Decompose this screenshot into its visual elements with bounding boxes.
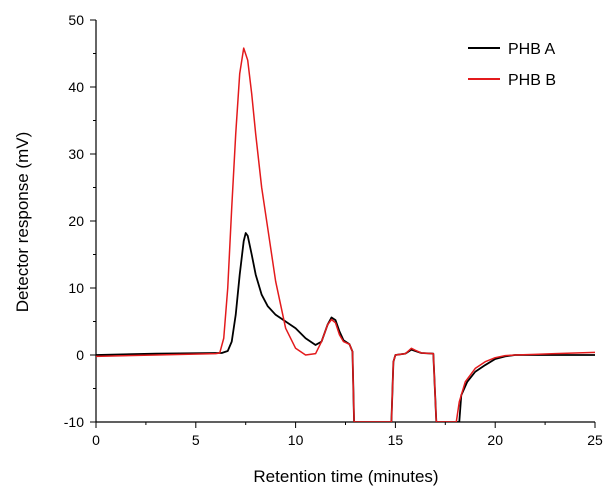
y-tick-label: 50	[68, 12, 84, 28]
x-tick-label: 5	[192, 432, 200, 448]
series-line-phb-b	[96, 47, 595, 422]
x-tick-label: 0	[92, 432, 100, 448]
y-tick-label: 10	[68, 280, 84, 296]
y-tick-label: 30	[68, 146, 84, 162]
legend-label-phb-a: PHB A	[508, 41, 555, 58]
y-tick-label: 20	[68, 213, 84, 229]
x-axis: 0 5 10 15 20 25	[92, 421, 603, 448]
y-tick-label: 0	[76, 347, 84, 363]
x-tick-label: 10	[288, 432, 304, 448]
legend: PHB A PHB B	[468, 41, 556, 89]
y-axis-title: Detector response (mV)	[13, 132, 32, 312]
y-axis: -10 0 10 20 30 40 50	[64, 12, 97, 430]
x-tick-label: 20	[487, 432, 503, 448]
x-axis-title: Retention time (minutes)	[253, 467, 438, 486]
y-tick-label: 40	[68, 79, 84, 95]
legend-label-phb-b: PHB B	[508, 72, 556, 89]
x-tick-label: 15	[388, 432, 404, 448]
series-line-phb-a	[96, 232, 595, 422]
x-tick-label: 25	[587, 432, 603, 448]
y-tick-label: -10	[64, 414, 84, 430]
series-layer	[96, 47, 595, 422]
